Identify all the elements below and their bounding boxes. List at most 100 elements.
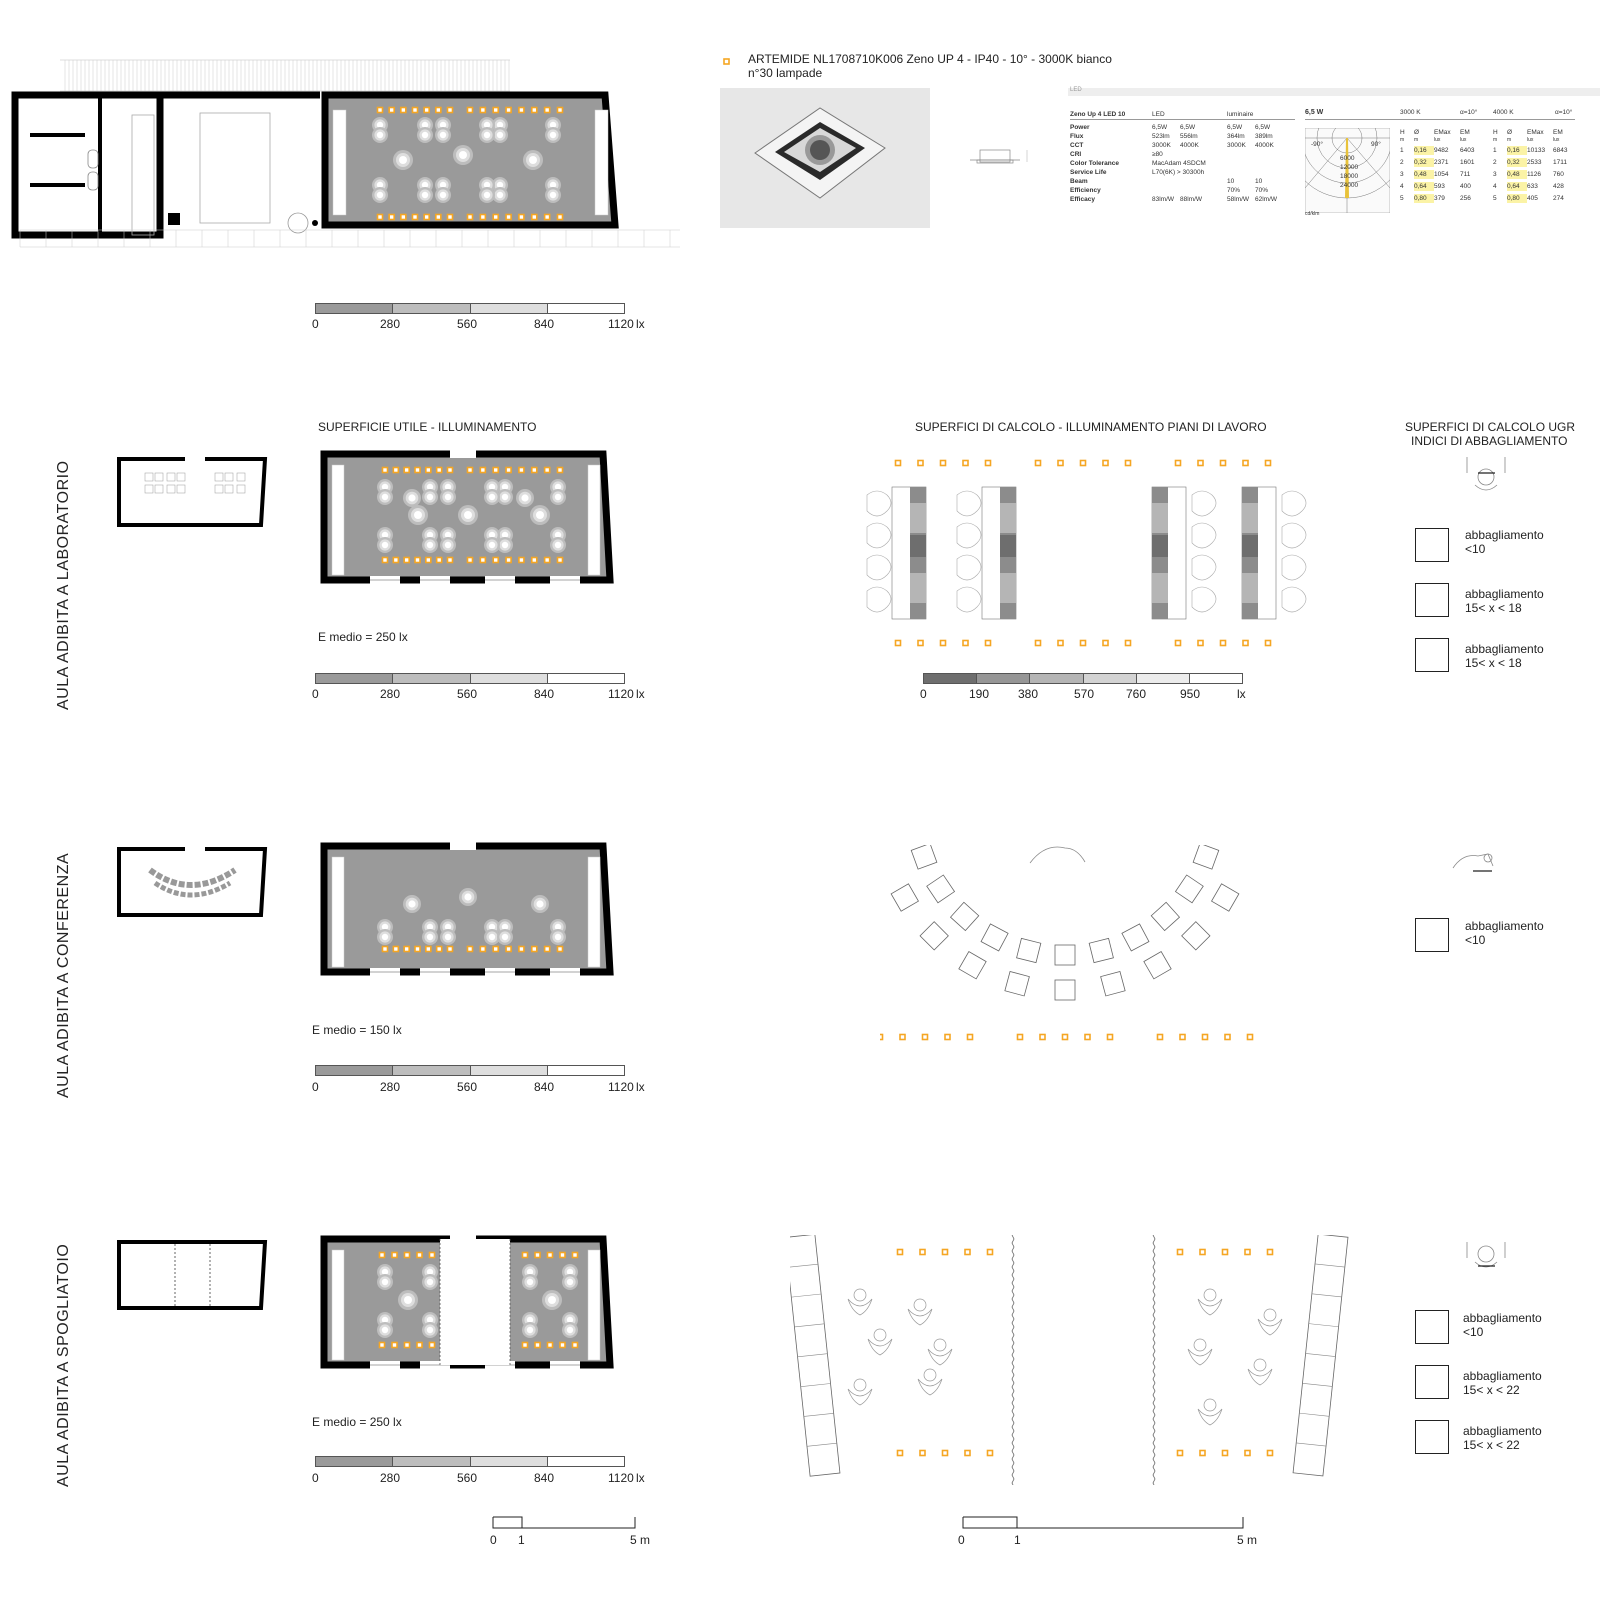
light-spot-core — [536, 511, 544, 519]
lamp-marker — [1039, 1033, 1046, 1041]
light-spot-core — [536, 900, 544, 908]
light-spot-core — [421, 131, 429, 139]
photometric-row: 4 0,64 593 400 — [1400, 182, 1480, 191]
spec-row: Beam 10 10 — [1070, 177, 1295, 186]
photometric-cell: 2371 — [1434, 159, 1449, 166]
light-spot-core — [526, 1268, 534, 1276]
lamp-marker — [1016, 1033, 1024, 1041]
lab-viewer-icon — [1466, 457, 1506, 491]
lamp-marker — [1264, 459, 1272, 467]
photometric-unit: m — [1414, 137, 1419, 143]
spec-cell — [1227, 159, 1255, 168]
photometric-cell: 0,16 — [1507, 146, 1527, 155]
photometric-row: 2 0,32 2533 1711 — [1493, 158, 1578, 167]
lamp-marker — [446, 213, 454, 221]
light-spot-core — [376, 191, 384, 199]
lamp-marker — [479, 213, 487, 221]
photometric-cell: 379 — [1434, 195, 1445, 202]
person-body — [847, 1298, 873, 1316]
light-spot-core — [488, 483, 496, 491]
lamp-marker — [556, 106, 564, 114]
lamp-marker — [414, 556, 421, 564]
lab-title-surface: SUPERFICIE UTILE - ILLUMINAMENTO — [318, 420, 537, 434]
person-outline — [1281, 490, 1307, 517]
photometric-cell: 760 — [1553, 171, 1564, 178]
legend-spog-tick-3: 840 — [534, 1471, 555, 1485]
lamp-marker — [896, 1449, 904, 1457]
spec-col-luminaire: luminaire — [1227, 111, 1254, 118]
photometric-table-3000: H Ø EMax EM m m lux lux 1 0,16 9482 6403 2 0,32 2371 16… — [1400, 128, 1480, 203]
legend-lab-tick-4: 1120 — [608, 687, 634, 701]
lamp-marker — [939, 459, 947, 467]
lamp-marker — [1179, 1033, 1186, 1041]
photometric-unit: lux — [1460, 137, 1467, 143]
light-spot-core — [526, 1316, 534, 1324]
lamp-marker — [556, 556, 564, 564]
light-spot-core — [439, 131, 447, 139]
lamp-marker — [381, 556, 389, 564]
photometric-cell: 1 — [1493, 147, 1497, 154]
spec-cell — [1227, 150, 1255, 159]
light-spot-core — [381, 493, 389, 501]
scale-right-5: 5 m — [1237, 1533, 1258, 1547]
desk-strip-left — [331, 464, 345, 576]
photometric-cell: 405 — [1527, 195, 1538, 202]
side-title-lab: AULA ADIBITA A LABORATORIO — [55, 460, 72, 710]
light-spot-core — [526, 1278, 534, 1286]
conference-seat — [1174, 874, 1204, 904]
lamp-marker — [984, 459, 992, 467]
spec-row: Color Tolerance MacAdam 4SDCM — [1070, 159, 1295, 168]
conference-seat — [926, 874, 956, 904]
light-spot-core — [566, 1326, 574, 1334]
photometric-cell: 1054 — [1434, 171, 1449, 178]
conference-seat — [1004, 970, 1030, 997]
spec-cell: 83lm/W — [1152, 196, 1175, 203]
legend-top-tick-4: 1120 — [608, 317, 634, 331]
lamp-marker — [1106, 1033, 1114, 1041]
conference-seat — [1150, 901, 1181, 932]
legend-conf-tick-3: 840 — [534, 1080, 555, 1094]
lamp-marker — [1057, 639, 1064, 647]
lamp-marker — [543, 945, 551, 953]
lamp-marker — [1061, 1033, 1069, 1041]
lab-illuminance-plan — [320, 450, 614, 584]
spec-cell — [1180, 159, 1227, 168]
lamp-marker — [964, 1248, 971, 1256]
light-spot-core — [488, 923, 496, 931]
lamp-marker — [1199, 1248, 1206, 1256]
lamp-marker — [466, 556, 474, 564]
scale-right-0: 0 — [958, 1533, 965, 1547]
lamp-marker — [534, 1341, 541, 1349]
light-spot-core — [426, 531, 434, 539]
light-spot-core — [376, 181, 384, 189]
spec-cell: 556lm — [1180, 133, 1198, 140]
light-spot-core — [483, 121, 491, 129]
spec-cell: Flux — [1070, 133, 1084, 140]
spec-cell: 3000K — [1152, 142, 1171, 149]
spec-cell — [1227, 168, 1255, 177]
workplane-strip — [1241, 486, 1307, 620]
person-head — [1263, 1308, 1277, 1322]
conf-ugr-box-1 — [1415, 918, 1449, 952]
spec-cell: 6,5W — [1152, 124, 1168, 131]
photometric-cell: 0,80 — [1507, 194, 1527, 203]
lamp-marker — [411, 213, 419, 221]
light-spot-core — [426, 1278, 434, 1286]
workplane-strip — [956, 486, 1017, 620]
lamp-marker — [391, 1341, 398, 1349]
lamp-marker — [1199, 1449, 1206, 1457]
person-outline — [866, 554, 892, 581]
lab-ugr-label-1a: abbagliamento — [1465, 528, 1544, 542]
photometric-cell: 711 — [1460, 171, 1471, 178]
light-spot-core — [459, 151, 467, 159]
lamp-marker — [391, 1251, 398, 1259]
lamp-marker — [896, 1248, 904, 1256]
lamp-marker — [403, 1341, 411, 1349]
light-spot-core — [444, 933, 452, 941]
lamp-marker — [388, 213, 395, 221]
legend-top — [315, 303, 625, 314]
lamp-marker — [1034, 639, 1042, 647]
conference-seat — [1088, 937, 1114, 964]
group-4000: 4000 K — [1493, 109, 1514, 116]
legend-lab-tick-2: 560 — [457, 687, 478, 701]
